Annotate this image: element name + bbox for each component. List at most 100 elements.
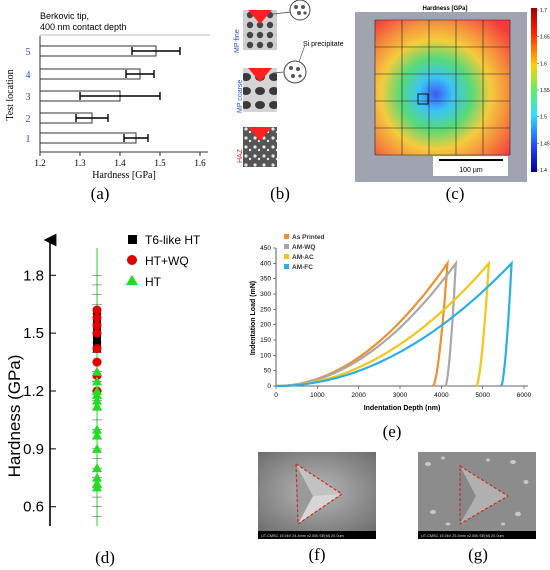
caption-a: (a) xyxy=(90,184,110,203)
panel-a-note-line1: Berkovic tip, xyxy=(40,11,89,21)
e-ytick-label-6: 300 xyxy=(260,291,271,298)
label-haz: HAZ xyxy=(237,148,244,163)
point-htwq-0 xyxy=(92,305,102,315)
label-mp-fine: MP fine xyxy=(234,29,241,53)
panel-f-sem-image: UT-CMSC 15.0kV 24.4mm x2.00k SE(M) 20.0u… xyxy=(258,452,376,539)
indenter-2-icon xyxy=(248,68,272,82)
indent-outline-f xyxy=(295,462,344,526)
e-legend-label-1: AM-WQ xyxy=(292,244,315,251)
legend-square-marker xyxy=(128,235,137,244)
e-ytick-label-3: 150 xyxy=(260,337,271,344)
indent-impression-g xyxy=(460,466,508,524)
xtick-label-4: 1.6 xyxy=(194,158,206,168)
panel-a-note-line2: 400 nm contact depth xyxy=(40,22,127,32)
ytick-location-2: 2 xyxy=(26,114,31,125)
colorbar-tick-label-6: 1.4 xyxy=(540,168,547,174)
label-si-precipitate: Si precipitate xyxy=(303,41,344,48)
legend-ht: HT xyxy=(145,275,162,289)
point-ht-4 xyxy=(92,395,102,405)
e-ytick-label-1: 50 xyxy=(264,368,272,375)
panel-e-ylabel: Indentation Load (mN) xyxy=(250,281,257,355)
e-ytick-label-2: 100 xyxy=(260,352,271,359)
legend-t6: T6-like HT xyxy=(145,233,201,247)
caption-f: (f) xyxy=(308,545,326,564)
panel-e-xlabel: Indentation Depth (nm) xyxy=(364,405,441,412)
point-htwq-3 xyxy=(92,328,102,338)
point-ht-5 xyxy=(92,401,102,411)
legend-circle-marker xyxy=(127,255,137,265)
si-zoom-circle-1 xyxy=(289,0,311,21)
point-ht-0 xyxy=(92,366,102,376)
indent-outline-g xyxy=(459,464,510,526)
colorbar-tick-label-0: 1.7 xyxy=(540,8,547,14)
si-zoom-circle-2 xyxy=(283,60,307,84)
panel-e-chart: 0 50 100 150 200 250 300 350 400 450 0 1000 2000 300… xyxy=(250,234,532,412)
caption-c: (c) xyxy=(445,184,465,203)
xtick-label-1: 1.3 xyxy=(74,158,86,168)
panel-a-chart: Berkovic tip, 400 nm contact depth 1.2 1.… xyxy=(5,11,210,181)
e-ytick-label-0: 0 xyxy=(267,383,271,390)
e-legend-swatch-1 xyxy=(284,244,289,249)
panel-d: 0.6 0.9 1.2 1.5 1.8 Hardness (GPa) T6-like H… xyxy=(0,226,230,546)
d-ytick-label-0: 0.6 xyxy=(23,499,44,516)
point-ht-10 xyxy=(92,472,102,482)
e-legend-label-2: AM-AC xyxy=(292,254,314,261)
panel-g: UT-CMSC 15.0kV 25.3mm x2.00k SE(M) 20.0u… xyxy=(418,452,536,539)
panel-a: Berkovic tip, 400 nm contact depth 1.2 1.… xyxy=(0,0,215,181)
bar-location-1 xyxy=(39,132,137,144)
d-ytick-label-1: 0.9 xyxy=(23,441,44,458)
panel-c-title: Hardness [GPa] xyxy=(422,6,467,12)
panel-g-sem-image: UT-CMSC 15.0kV 25.3mm x2.00k SE(M) 20.0u… xyxy=(418,452,536,539)
panel-f-footer: UT-CMSC 15.0kV 24.4mm x2.00k SE(M) 20.0u… xyxy=(261,534,344,538)
curve-am-wq xyxy=(275,259,458,388)
e-xtick-label-3: 3000 xyxy=(393,392,408,399)
curve-am-fc xyxy=(275,260,513,388)
point-htwq-5 xyxy=(92,357,102,367)
panel-b-schematic: MP fine Si precipitate MP coarse HAZ xyxy=(234,0,344,167)
d-ytick-label-3: 1.5 xyxy=(23,325,44,342)
point-htwq-1 xyxy=(92,313,102,323)
e-legend-label-3: AM-FC xyxy=(292,264,313,271)
point-ht-8 xyxy=(92,443,102,453)
caption-d: (d) xyxy=(95,548,115,567)
panel-d-ylabel: Hardness (GPa) xyxy=(5,355,24,478)
d-ytick-label-2: 1.2 xyxy=(23,383,44,400)
label-mp-coarse: MP coarse xyxy=(237,80,244,113)
point-ht-6 xyxy=(92,424,102,434)
e-xtick-label-2: 2000 xyxy=(351,392,366,399)
colorbar-tick-label-4: 1.5 xyxy=(540,115,547,121)
indenter-1-icon xyxy=(248,10,272,24)
legend-triangle-marker xyxy=(126,275,138,285)
xtick-label-3: 1.5 xyxy=(154,158,166,168)
caption-b: (b) xyxy=(270,184,290,203)
curve-as-printed xyxy=(275,259,449,388)
e-xtick-label-6: 6000 xyxy=(517,392,532,399)
e-xtick-label-4: 4000 xyxy=(434,392,449,399)
point-ht-9 xyxy=(92,463,102,473)
scalebar-label: 100 µm xyxy=(459,167,483,174)
colorbar-tick-label-3: 1.55 xyxy=(540,88,550,94)
ytick-location-4: 4 xyxy=(26,70,31,81)
panel-g-footer: UT-CMSC 15.0kV 25.3mm x2.00k SE(M) 20.0u… xyxy=(421,534,504,538)
e-legend-label-0: As Printed xyxy=(292,234,325,241)
panel-c: Hardness [GPa] 100 µm 1.7 1.65 1.6 1.55 1.5 1… xyxy=(355,0,550,182)
e-ytick-label-5: 250 xyxy=(260,306,271,313)
point-ht-3 xyxy=(92,389,102,399)
colorbar xyxy=(531,8,537,172)
e-legend-swatch-0 xyxy=(284,234,289,239)
colorbar-tick-label-1: 1.65 xyxy=(540,35,550,41)
e-xtick-label-5: 5000 xyxy=(475,392,490,399)
panel-a-xlabel: Hardness [GPa] xyxy=(92,170,156,180)
point-ht-7 xyxy=(92,430,102,440)
e-legend-swatch-2 xyxy=(284,254,289,259)
panel-f: UT-CMSC 15.0kV 24.4mm x2.00k SE(M) 20.0u… xyxy=(258,452,376,539)
panel-b: MP fine Si precipitate MP coarse HAZ xyxy=(225,0,350,180)
colorbar-tick-label-5: 1.45 xyxy=(540,141,550,147)
indent-grid xyxy=(374,19,511,156)
colorbar-tick-label-2: 1.6 xyxy=(540,61,547,67)
panel-d-chart: 0.6 0.9 1.2 1.5 1.8 Hardness (GPa) T6-like H… xyxy=(5,233,201,526)
e-xtick-label-1: 1000 xyxy=(310,392,325,399)
point-htwq-2 xyxy=(92,320,102,330)
xtick-label-0: 1.2 xyxy=(34,158,45,168)
highlight-box xyxy=(417,93,429,105)
